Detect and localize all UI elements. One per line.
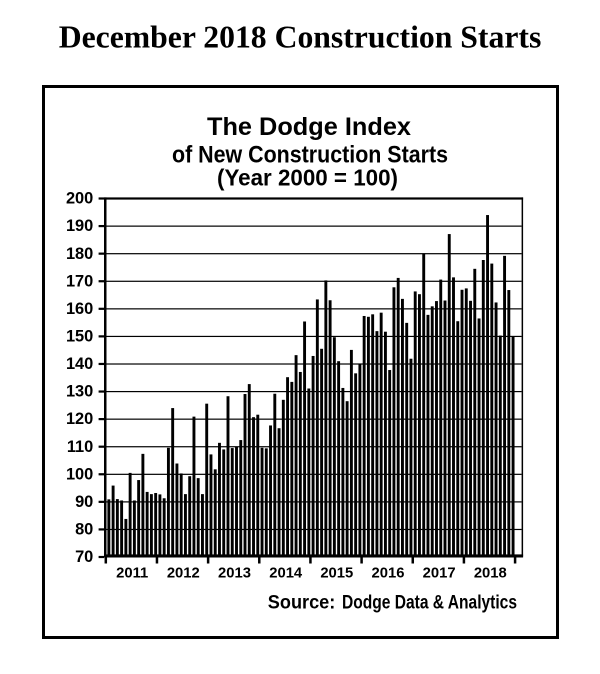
svg-text:(Year 2000 = 100): (Year 2000 = 100) (217, 165, 398, 191)
svg-text:110: 110 (67, 438, 93, 456)
svg-text:The Dodge Index: The Dodge Index (207, 113, 411, 141)
svg-text:130: 130 (66, 383, 93, 401)
svg-text:2017: 2017 (423, 566, 456, 582)
svg-text:140: 140 (66, 355, 93, 373)
svg-text:170: 170 (66, 272, 93, 290)
svg-text:2012: 2012 (167, 566, 200, 582)
svg-text:200: 200 (66, 190, 93, 208)
svg-text:70: 70 (75, 548, 93, 566)
svg-text:2013: 2013 (218, 566, 251, 582)
svg-text:December 2018 Construction Sta: December 2018 Construction Starts (59, 19, 542, 54)
svg-text:Dodge Data & Analytics: Dodge Data & Analytics (342, 592, 517, 614)
svg-text:2015: 2015 (320, 566, 353, 582)
svg-text:of New Construction Starts: of New Construction Starts (172, 141, 448, 168)
svg-text:Source:: Source: (268, 592, 336, 614)
svg-text:160: 160 (66, 300, 93, 318)
svg-text:100: 100 (66, 465, 93, 483)
svg-text:2016: 2016 (372, 566, 405, 582)
svg-text:80: 80 (75, 521, 93, 539)
svg-text:2011: 2011 (116, 566, 148, 582)
svg-text:90: 90 (75, 493, 93, 511)
svg-text:2018: 2018 (474, 566, 507, 582)
svg-text:190: 190 (66, 217, 93, 235)
svg-text:120: 120 (66, 410, 93, 428)
svg-text:180: 180 (66, 245, 93, 263)
svg-text:150: 150 (66, 327, 93, 345)
svg-text:2014: 2014 (269, 566, 303, 582)
